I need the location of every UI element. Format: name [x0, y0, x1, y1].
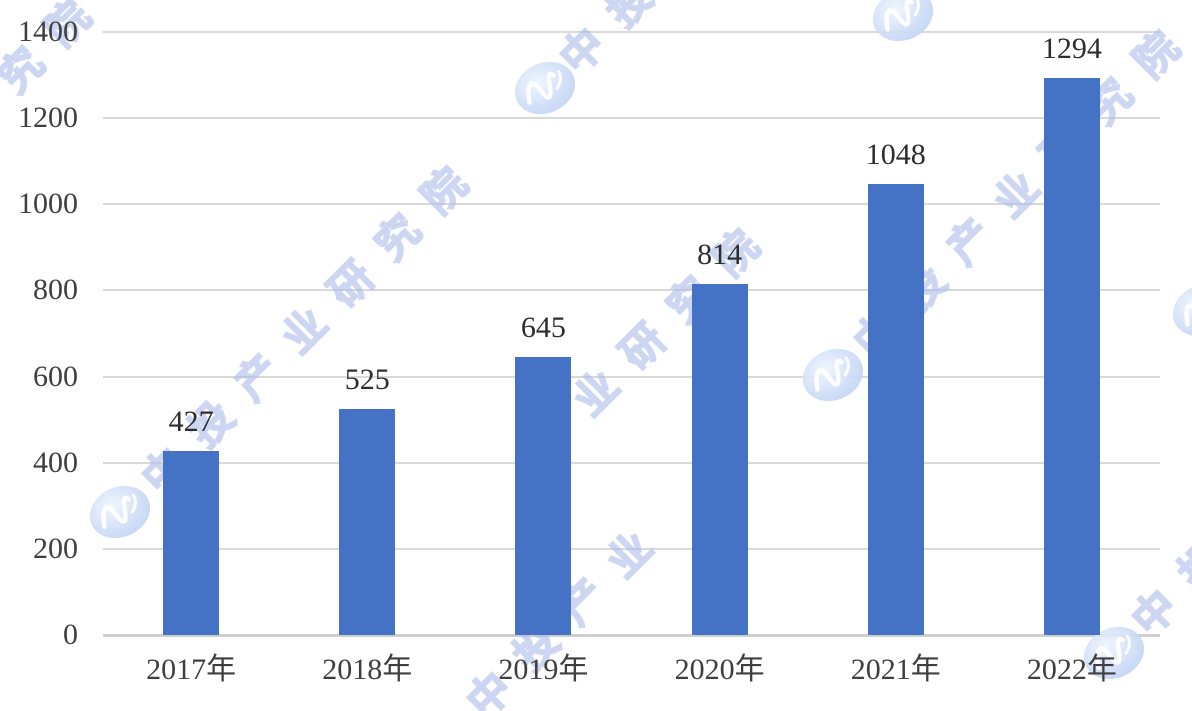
- y-gridline: [103, 203, 1160, 206]
- y-axis-tick-label: 400: [33, 445, 78, 479]
- bar-value-label: 525: [344, 362, 390, 396]
- y-axis-tick-label: 800: [33, 273, 78, 307]
- x-axis-category-label: 2020年: [674, 653, 765, 686]
- watermark-logo-icon: [1163, 273, 1192, 347]
- bar-2022年: [1043, 77, 1100, 635]
- watermark-logo-icon: [80, 475, 160, 549]
- bar-2018年: [339, 408, 396, 635]
- y-axis-tick-label: 1000: [18, 187, 78, 221]
- bar-value-label: 814: [697, 238, 743, 272]
- y-gridline: [103, 117, 1160, 120]
- x-axis-category-label: 2019年: [498, 653, 589, 686]
- bar-value-label: 1294: [1041, 31, 1102, 65]
- y-gridline: [103, 375, 1160, 378]
- bar-2017年: [163, 451, 220, 635]
- y-axis-tick-label: 1200: [18, 101, 78, 135]
- x-axis-category-label: 2017年: [146, 653, 237, 686]
- x-axis-category-label: 2022年: [1026, 653, 1117, 686]
- y-axis-tick-label: 600: [33, 359, 78, 393]
- bar-2021年: [867, 183, 924, 635]
- bar-value-label: 1048: [865, 137, 926, 171]
- y-axis-tick-label: 1400: [18, 15, 78, 48]
- y-gridline: [103, 289, 1160, 292]
- y-gridline: [103, 31, 1160, 33]
- watermark-logo-icon: [793, 338, 873, 412]
- x-axis-category-label: 2021年: [850, 653, 941, 686]
- watermark-logo-icon: [1074, 616, 1154, 690]
- bar-2020年: [691, 284, 748, 635]
- bar-value-label: 645: [520, 311, 566, 345]
- x-axis-line: [103, 634, 1160, 637]
- y-gridline: [103, 461, 1160, 464]
- y-gridline: [103, 547, 1160, 550]
- watermark-logo-icon: [505, 51, 585, 125]
- bar-2019年: [515, 357, 572, 635]
- y-axis-tick-label: 0: [63, 618, 78, 651]
- y-axis-tick-label: 200: [33, 531, 78, 565]
- bar-value-label: 427: [168, 405, 214, 439]
- x-axis-category-label: 2018年: [322, 653, 413, 686]
- watermark-logo-icon: [863, 0, 943, 52]
